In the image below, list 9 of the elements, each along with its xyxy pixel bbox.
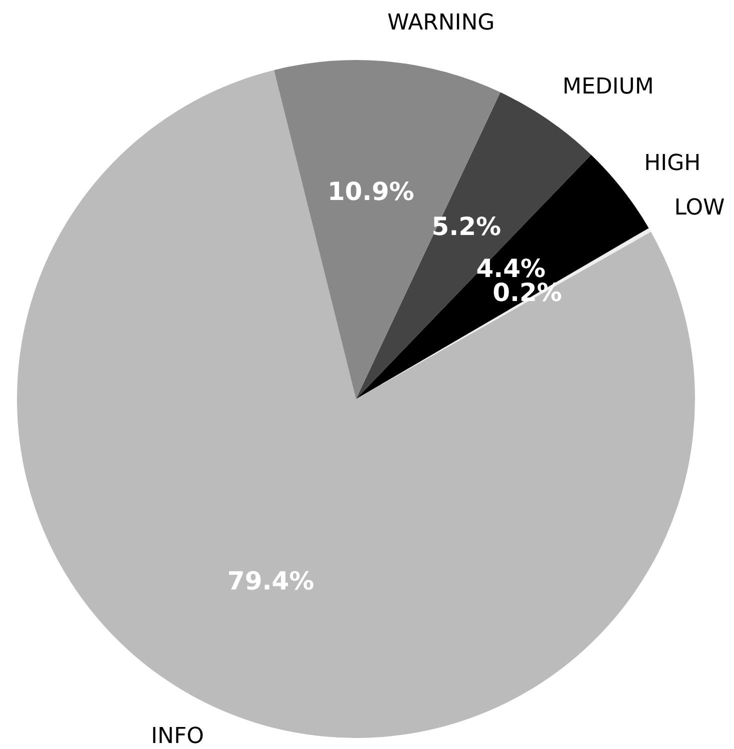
- slice-label: MEDIUM: [562, 74, 654, 100]
- data-label: 10.9%: [327, 177, 414, 206]
- slice-label: WARNING: [387, 10, 495, 36]
- data-label: 5.2%: [432, 212, 502, 241]
- data-label: 4.4%: [476, 254, 546, 283]
- slice-label: INFO: [151, 724, 204, 749]
- slice-label: HIGH: [644, 150, 701, 176]
- slice-label: LOW: [674, 196, 726, 221]
- data-label: 79.4%: [227, 566, 314, 596]
